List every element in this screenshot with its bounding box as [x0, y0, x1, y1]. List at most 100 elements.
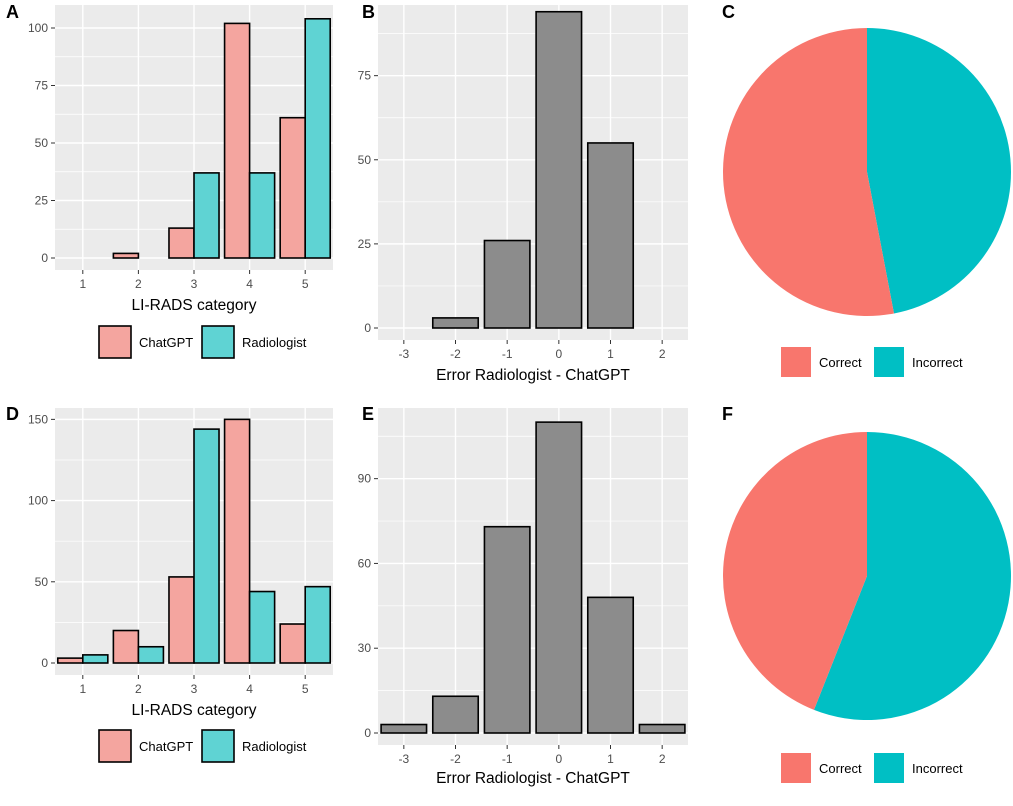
x-tick-label: 4 — [246, 277, 253, 291]
bar-chatgpt — [279, 623, 306, 664]
legend-label: Incorrect — [912, 761, 963, 776]
legend-label: ChatGPT — [139, 335, 193, 350]
legend-key — [781, 347, 811, 377]
plot-background — [378, 408, 688, 745]
x-tick-label: -3 — [398, 347, 409, 361]
bar-radiologist — [248, 172, 276, 259]
x-tick-label: 1 — [79, 277, 86, 291]
x-tick-label: 4 — [246, 682, 253, 696]
panel-label: D — [6, 404, 19, 424]
x-tick-label: 2 — [659, 347, 666, 361]
legend-key — [874, 347, 904, 377]
bar-radiologist — [304, 17, 332, 259]
y-tick-label: 0 — [364, 726, 371, 740]
bar-error — [483, 239, 531, 329]
y-tick-label: 75 — [35, 79, 49, 93]
pie-slice-incorrect — [867, 28, 1012, 314]
bar-chatgpt — [168, 576, 195, 664]
bar-error — [431, 317, 480, 329]
x-axis-title: LI-RADS category — [132, 702, 257, 719]
panel-label: B — [362, 2, 375, 22]
y-tick-label: 25 — [358, 237, 372, 251]
x-tick-label: 5 — [302, 682, 309, 696]
legend-label: Correct — [819, 761, 862, 776]
pie-slice-correct — [723, 28, 894, 316]
bar-chatgpt — [112, 629, 140, 664]
bar-error — [380, 723, 428, 734]
bar-error — [586, 142, 635, 329]
y-tick-label: 0 — [41, 251, 48, 265]
y-tick-label: 75 — [358, 69, 372, 83]
y-tick-label: 100 — [28, 21, 48, 35]
legend-label: Radiologist — [242, 335, 307, 350]
bar-error — [586, 596, 635, 734]
x-tick-label: 2 — [659, 752, 666, 766]
x-tick-label: -2 — [450, 347, 461, 361]
y-tick-label: 50 — [358, 153, 372, 167]
x-tick-label: 1 — [607, 752, 614, 766]
legend-key — [874, 753, 904, 783]
legend-label: Incorrect — [912, 355, 963, 370]
bar-chatgpt — [279, 116, 306, 259]
legend-key — [781, 753, 811, 783]
panel-label: A — [6, 2, 19, 22]
plot-background — [378, 5, 688, 340]
x-tick-label: -2 — [450, 752, 461, 766]
y-tick-label: 0 — [41, 656, 48, 670]
x-tick-label: 1 — [79, 682, 86, 696]
x-tick-label: 1 — [607, 347, 614, 361]
y-tick-label: 25 — [35, 194, 49, 208]
bar-error — [638, 723, 686, 734]
panel-label: F — [722, 404, 733, 424]
bar-chatgpt — [223, 22, 251, 259]
pie-slice-incorrect — [813, 432, 1011, 720]
x-tick-label: -1 — [502, 752, 513, 766]
x-axis-title: Error Radiologist - ChatGPT — [436, 770, 630, 787]
bar-chatgpt — [56, 657, 84, 664]
x-tick-label: 5 — [302, 277, 309, 291]
x-axis-title: Error Radiologist - ChatGPT — [436, 367, 630, 384]
panel-label: E — [362, 404, 374, 424]
bar-radiologist — [137, 645, 165, 664]
legend-label: Radiologist — [242, 739, 307, 754]
x-tick-label: -3 — [398, 752, 409, 766]
y-tick-label: 30 — [358, 641, 372, 655]
bar-radiologist — [193, 428, 220, 664]
y-tick-label: 0 — [364, 321, 371, 335]
legend-key — [98, 325, 132, 359]
bar-error — [535, 421, 583, 734]
y-tick-label: 50 — [35, 136, 49, 150]
y-tick-label: 50 — [35, 575, 49, 589]
bar-chatgpt — [168, 227, 195, 259]
x-tick-label: 0 — [555, 752, 562, 766]
panel-label: C — [722, 2, 735, 22]
y-tick-label: 60 — [358, 556, 372, 570]
bar-chatgpt — [223, 418, 251, 664]
pie-slice-correct — [722, 432, 867, 710]
y-tick-label: 150 — [28, 412, 48, 426]
x-tick-label: -1 — [502, 347, 513, 361]
legend-key — [201, 729, 235, 763]
bar-radiologist — [248, 590, 276, 664]
bar-radiologist — [193, 172, 220, 259]
x-tick-label: 3 — [191, 682, 198, 696]
x-axis-title: LI-RADS category — [132, 297, 257, 314]
legend-key — [201, 325, 235, 359]
y-tick-label: 90 — [358, 472, 372, 486]
bar-error — [431, 695, 480, 734]
legend-label: ChatGPT — [139, 739, 193, 754]
x-tick-label: 2 — [135, 682, 142, 696]
legend-label: Correct — [819, 355, 862, 370]
legend-key — [98, 729, 132, 763]
bar-radiologist — [82, 654, 109, 664]
bar-error — [535, 10, 583, 329]
bar-chatgpt — [112, 252, 140, 259]
x-tick-label: 3 — [191, 277, 198, 291]
x-tick-label: 0 — [555, 347, 562, 361]
y-tick-label: 100 — [28, 494, 48, 508]
x-tick-label: 2 — [135, 277, 142, 291]
bar-radiologist — [304, 585, 332, 664]
bar-error — [483, 525, 531, 734]
